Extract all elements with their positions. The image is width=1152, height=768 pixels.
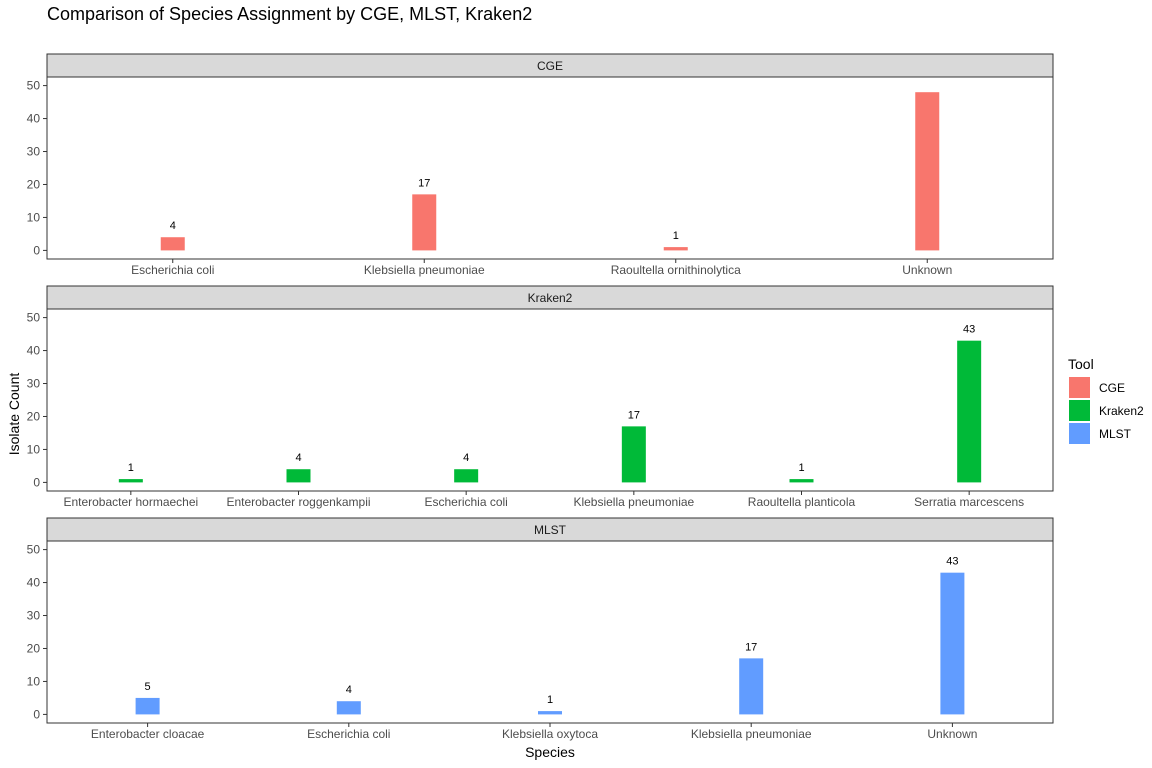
data-label: 1 <box>128 462 134 474</box>
data-label: 5 <box>145 681 151 693</box>
y-tick-label: 0 <box>33 475 40 489</box>
bar-mlst-klebsiella-pneumoniae <box>739 658 764 715</box>
y-tick-label: 50 <box>27 311 41 325</box>
y-tick-label: 20 <box>27 641 41 655</box>
panel-border <box>46 76 1054 260</box>
y-tick-label: 20 <box>27 409 41 423</box>
data-label: 17 <box>418 177 430 189</box>
y-tick-label: 40 <box>27 344 41 358</box>
bar-cge-unknown <box>915 92 940 251</box>
y-tick-label: 50 <box>27 543 41 557</box>
data-label: 43 <box>946 556 958 568</box>
y-tick-label: 30 <box>27 377 41 391</box>
x-tick-label: Raoultella planticola <box>748 495 856 509</box>
data-label: 43 <box>963 324 975 336</box>
y-tick-label: 50 <box>27 79 41 93</box>
bar-kraken2-enterobacter-hormaechei <box>118 479 143 483</box>
panel-border <box>46 540 1054 724</box>
facet-strip-label: Kraken2 <box>528 291 573 305</box>
bar-mlst-enterobacter-cloacae <box>135 697 160 715</box>
facet-strip-label: CGE <box>537 59 563 73</box>
y-tick-label: 10 <box>27 674 41 688</box>
legend-label-cge: CGE <box>1099 381 1125 395</box>
x-tick-label: Klebsiella pneumoniae <box>573 495 694 509</box>
y-tick-label: 40 <box>27 112 41 126</box>
legend: Tool CGE Kraken2 MLST <box>1068 356 1144 444</box>
facet-strip-label: MLST <box>534 523 567 537</box>
bar-kraken2-raoultella-planticola <box>789 479 814 483</box>
legend-swatch-kraken2 <box>1069 400 1090 421</box>
x-tick-label: Enterobacter hormaechei <box>63 495 198 509</box>
data-label: 4 <box>463 452 469 464</box>
y-tick-label: 10 <box>27 442 41 456</box>
data-label: 1 <box>547 694 553 706</box>
x-tick-label: Escherichia coli <box>424 495 507 509</box>
data-label: 4 <box>170 220 176 232</box>
legend-swatch-cge <box>1069 377 1090 398</box>
facet-panel-kraken2: Kraken2 0 10 20 30 40 50 1 Enterobacter hormaech… <box>27 285 1054 509</box>
data-label: 4 <box>295 452 301 464</box>
y-tick-label: 0 <box>33 243 40 257</box>
x-tick-label: Unknown <box>902 263 952 277</box>
y-tick-label: 0 <box>33 707 40 721</box>
facet-panel-cge: CGE 0 10 20 30 40 50 4 Escherichia coli 17 Klebsie… <box>27 53 1054 277</box>
x-tick-label: Enterobacter cloacae <box>91 727 205 741</box>
y-tick-label: 20 <box>27 177 41 191</box>
legend-label-mlst: MLST <box>1099 427 1132 441</box>
legend-title: Tool <box>1068 356 1094 372</box>
legend-swatch-mlst <box>1069 423 1090 444</box>
facet-panel-mlst: MLST 0 10 20 30 40 50 5 Enterobacter cloacae 4 Esc… <box>27 517 1054 741</box>
x-axis-title: Species <box>525 744 575 760</box>
data-label: 17 <box>628 409 640 421</box>
y-tick-label: 10 <box>27 210 41 224</box>
bar-kraken2-escherichia-coli <box>454 469 479 483</box>
x-tick-label: Unknown <box>927 727 977 741</box>
bar-kraken2-klebsiella-pneumoniae <box>621 426 646 483</box>
bar-kraken2-enterobacter-roggenkampii <box>286 469 311 483</box>
x-tick-label: Escherichia coli <box>131 263 214 277</box>
y-tick-label: 30 <box>27 609 41 623</box>
data-label: 17 <box>745 641 757 653</box>
y-axis-title: Isolate Count <box>6 373 22 456</box>
y-tick-label: 30 <box>27 145 41 159</box>
data-label: 1 <box>673 230 679 242</box>
x-tick-label: Klebsiella pneumoniae <box>364 263 485 277</box>
data-label: 1 <box>798 462 804 474</box>
x-tick-label: Enterobacter roggenkampii <box>226 495 370 509</box>
panel-border <box>46 308 1054 492</box>
chart-title: Comparison of Species Assignment by CGE,… <box>47 4 532 24</box>
y-tick-label: 40 <box>27 576 41 590</box>
bar-cge-raoultella-ornithinolytica <box>663 247 688 251</box>
bar-cge-klebsiella-pneumoniae <box>412 194 437 251</box>
x-tick-label: Escherichia coli <box>307 727 390 741</box>
bar-mlst-unknown <box>940 572 965 715</box>
x-tick-label: Klebsiella oxytoca <box>502 727 598 741</box>
x-tick-label: Klebsiella pneumoniae <box>691 727 812 741</box>
x-tick-label: Raoultella ornithinolytica <box>611 263 741 277</box>
bar-mlst-escherichia-coli <box>336 701 361 715</box>
legend-label-kraken2: Kraken2 <box>1099 404 1144 418</box>
bar-cge-escherichia-coli <box>160 237 185 251</box>
data-label: 4 <box>346 684 352 696</box>
x-tick-label: Serratia marcescens <box>914 495 1024 509</box>
bar-kraken2-serratia-marcescens <box>957 340 982 483</box>
bar-mlst-klebsiella-oxytoca <box>538 711 562 715</box>
